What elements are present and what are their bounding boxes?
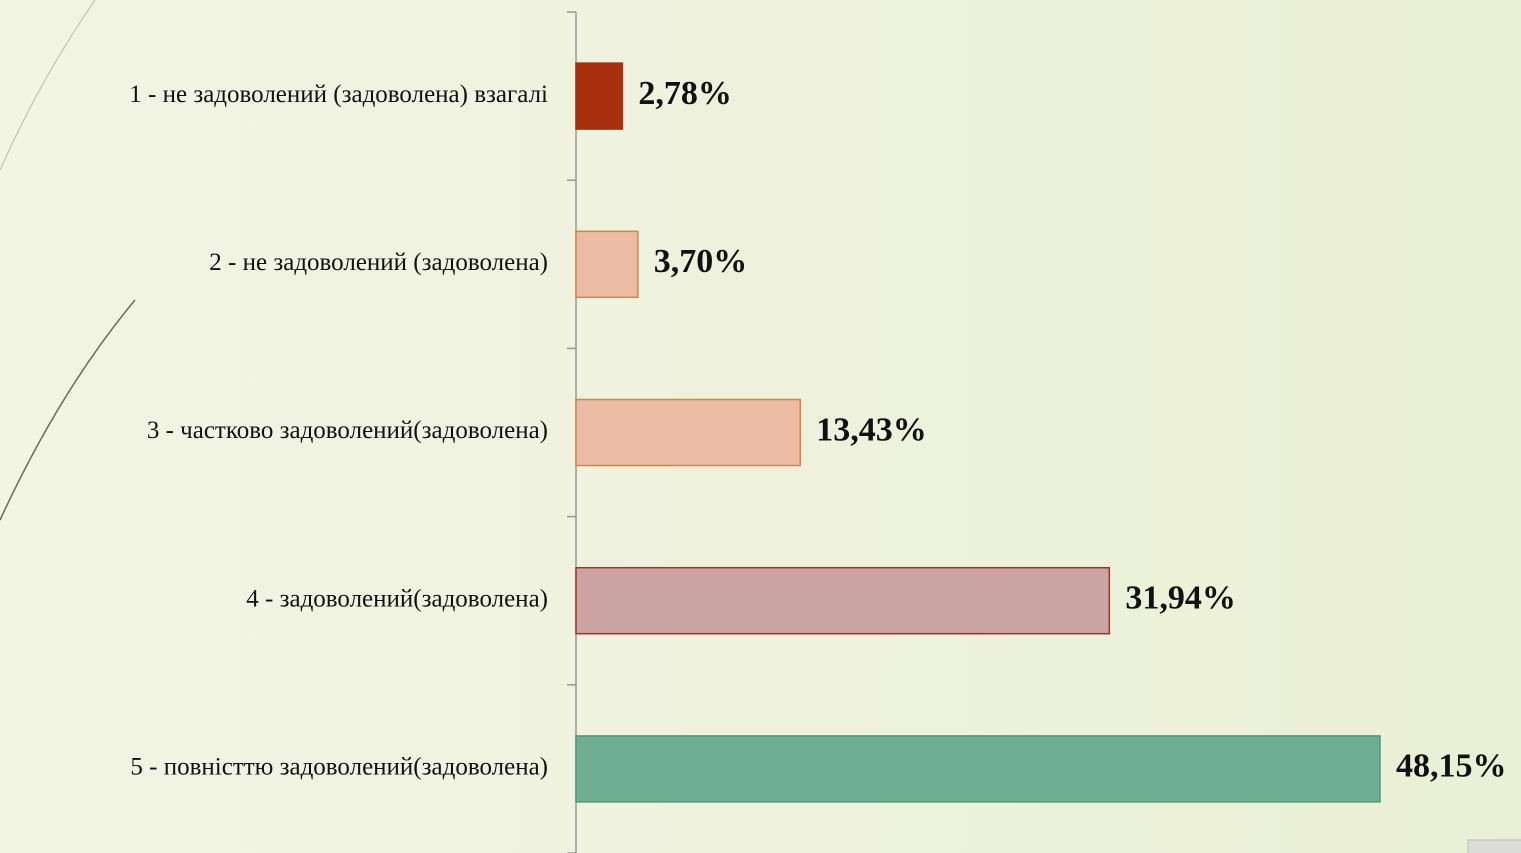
category-label: 1 - не задоволений (задоволена) взагалі: [129, 81, 548, 108]
bar: [575, 230, 639, 299]
value-label: 13,43%: [816, 411, 927, 448]
value-label: 2,78%: [638, 75, 732, 112]
decor-line: [0, 299, 136, 521]
value-label: 3,70%: [654, 243, 748, 280]
category-label: 5 - повністтю задоволений(задоволена): [130, 754, 548, 781]
bar: [575, 398, 802, 467]
decor-line: [0, 0, 96, 171]
value-label: 48,15%: [1396, 748, 1507, 785]
value-label: 31,94%: [1125, 579, 1236, 616]
bar: [575, 62, 624, 130]
category-label: 3 - частково задоволений(задоволена): [147, 417, 548, 444]
bar: [575, 566, 1111, 635]
category-label: 4 - задоволений(задоволена): [246, 585, 548, 612]
category-label: 2 - не задоволений (задоволена): [209, 249, 548, 276]
bar: [575, 735, 1381, 803]
decor-box: [1467, 839, 1521, 853]
